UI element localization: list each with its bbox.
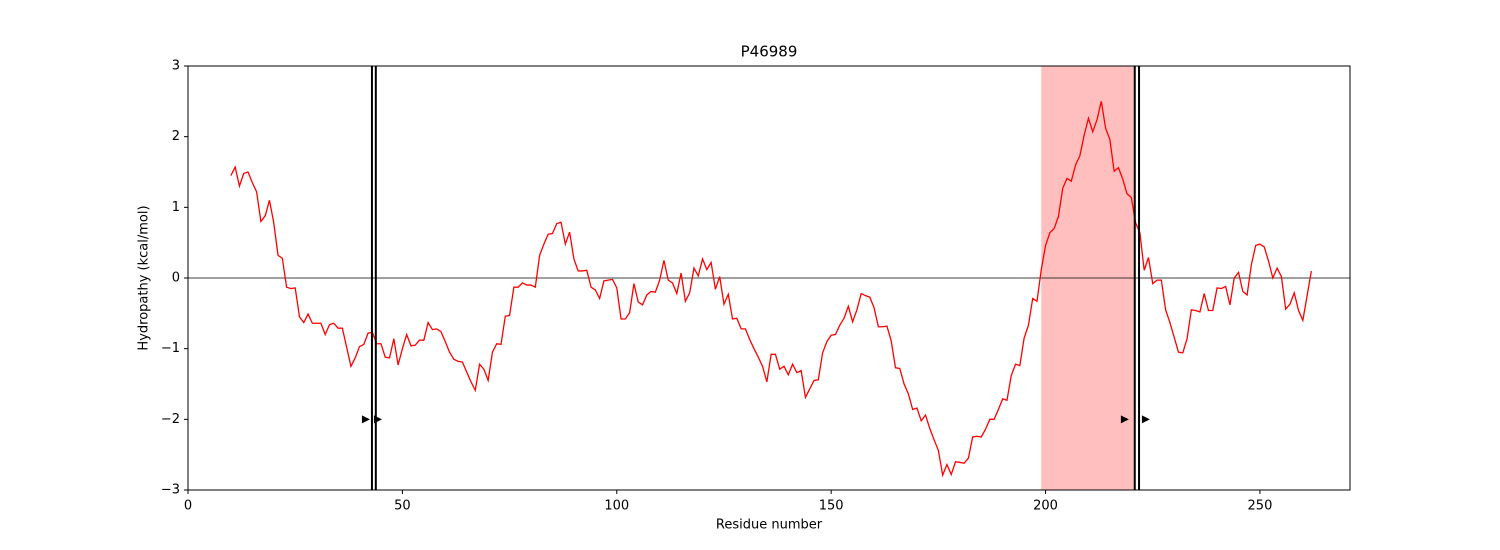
x-tick-label: 150 xyxy=(819,499,844,514)
arrow-marker xyxy=(1120,415,1129,424)
arrow-marker xyxy=(1141,415,1150,424)
x-tick-label: 250 xyxy=(1248,499,1273,514)
hydropathy-line xyxy=(230,101,1313,478)
y-tick-label: 3 xyxy=(172,59,180,74)
y-tick-label: −2 xyxy=(161,412,180,427)
y-tick-label: 0 xyxy=(172,271,180,286)
y-tick-label: −1 xyxy=(161,341,180,356)
y-tick-label: 2 xyxy=(172,129,180,144)
y-tick-label: −3 xyxy=(161,483,180,498)
chart-title: P46989 xyxy=(741,43,798,61)
x-axis-label: Residue number xyxy=(716,518,823,533)
arrow-marker xyxy=(361,415,370,424)
y-axis-label: Hydropathy (kcal/mol) xyxy=(137,205,152,350)
x-tick-label: 100 xyxy=(604,499,629,514)
x-tick-label: 0 xyxy=(184,499,192,514)
arrow-marker xyxy=(373,415,382,424)
x-tick-label: 200 xyxy=(1033,499,1058,514)
y-tick-label: 1 xyxy=(172,200,180,215)
x-tick-label: 50 xyxy=(394,499,411,514)
